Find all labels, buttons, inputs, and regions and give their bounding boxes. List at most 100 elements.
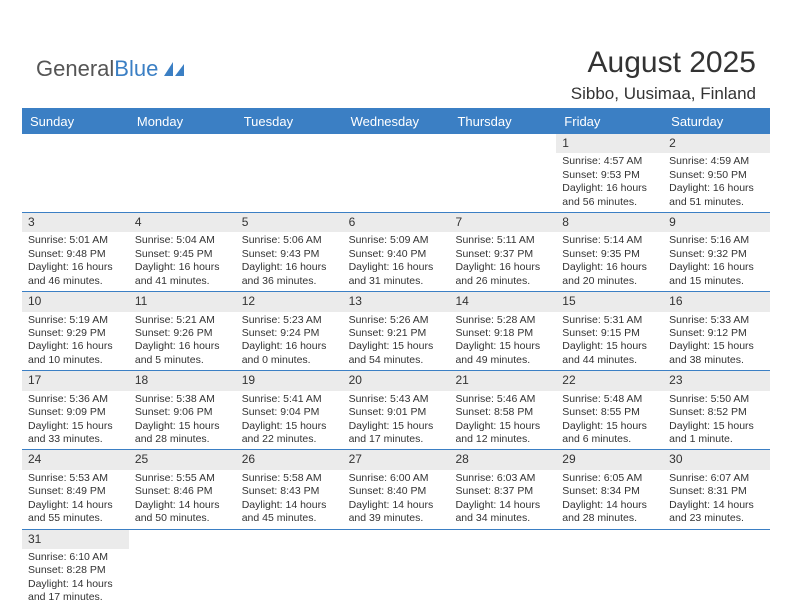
sunrise-text: Sunrise: 5:21 AM bbox=[135, 314, 230, 327]
sunrise-text: Sunrise: 5:11 AM bbox=[455, 234, 550, 247]
calendar-week-row: 17Sunrise: 5:36 AMSunset: 9:09 PMDayligh… bbox=[22, 371, 770, 450]
sunrise-text: Sunrise: 5:28 AM bbox=[455, 314, 550, 327]
sunset-text: Sunset: 9:04 PM bbox=[242, 406, 337, 419]
sunrise-text: Sunrise: 5:53 AM bbox=[28, 472, 123, 485]
sunrise-text: Sunrise: 4:57 AM bbox=[562, 155, 657, 168]
sunset-text: Sunset: 9:24 PM bbox=[242, 327, 337, 340]
daylight-text: Daylight: 15 hours and 33 minutes. bbox=[28, 420, 123, 447]
sunrise-text: Sunrise: 5:01 AM bbox=[28, 234, 123, 247]
daylight-text: Daylight: 14 hours and 17 minutes. bbox=[28, 578, 123, 605]
day-number: 17 bbox=[22, 371, 129, 390]
calendar-day-cell: 13Sunrise: 5:26 AMSunset: 9:21 PMDayligh… bbox=[343, 292, 450, 370]
daylight-text: Daylight: 15 hours and 22 minutes. bbox=[242, 420, 337, 447]
calendar-day-cell: 9Sunrise: 5:16 AMSunset: 9:32 PMDaylight… bbox=[663, 213, 770, 291]
sunrise-text: Sunrise: 5:06 AM bbox=[242, 234, 337, 247]
daylight-text: Daylight: 16 hours and 51 minutes. bbox=[669, 182, 764, 209]
sunset-text: Sunset: 9:12 PM bbox=[669, 327, 764, 340]
calendar-day-cell: 2Sunrise: 4:59 AMSunset: 9:50 PMDaylight… bbox=[663, 134, 770, 212]
calendar-day-cell: 8Sunrise: 5:14 AMSunset: 9:35 PMDaylight… bbox=[556, 213, 663, 291]
calendar-day-cell bbox=[236, 134, 343, 212]
calendar-day-cell: 29Sunrise: 6:05 AMSunset: 8:34 PMDayligh… bbox=[556, 450, 663, 528]
calendar-day-cell bbox=[236, 530, 343, 608]
calendar-day-cell bbox=[22, 134, 129, 212]
calendar-day-cell: 22Sunrise: 5:48 AMSunset: 8:55 PMDayligh… bbox=[556, 371, 663, 449]
day-number: 19 bbox=[236, 371, 343, 390]
sunset-text: Sunset: 8:55 PM bbox=[562, 406, 657, 419]
sunset-text: Sunset: 8:34 PM bbox=[562, 485, 657, 498]
calendar-day-cell bbox=[449, 530, 556, 608]
daylight-text: Daylight: 16 hours and 0 minutes. bbox=[242, 340, 337, 367]
sunrise-text: Sunrise: 6:03 AM bbox=[455, 472, 550, 485]
calendar-week-row: 31Sunrise: 6:10 AMSunset: 8:28 PMDayligh… bbox=[22, 530, 770, 608]
day-number: 2 bbox=[663, 134, 770, 153]
sunset-text: Sunset: 9:40 PM bbox=[349, 248, 444, 261]
day-number: 31 bbox=[22, 530, 129, 549]
calendar-day-cell: 26Sunrise: 5:58 AMSunset: 8:43 PMDayligh… bbox=[236, 450, 343, 528]
calendar-day-cell: 18Sunrise: 5:38 AMSunset: 9:06 PMDayligh… bbox=[129, 371, 236, 449]
calendar-day-cell: 7Sunrise: 5:11 AMSunset: 9:37 PMDaylight… bbox=[449, 213, 556, 291]
sunrise-text: Sunrise: 5:36 AM bbox=[28, 393, 123, 406]
sunrise-text: Sunrise: 5:41 AM bbox=[242, 393, 337, 406]
sunrise-text: Sunrise: 5:04 AM bbox=[135, 234, 230, 247]
sunset-text: Sunset: 8:46 PM bbox=[135, 485, 230, 498]
day-number: 26 bbox=[236, 450, 343, 469]
calendar-week-row: 1Sunrise: 4:57 AMSunset: 9:53 PMDaylight… bbox=[22, 134, 770, 213]
day-number: 25 bbox=[129, 450, 236, 469]
sunset-text: Sunset: 9:01 PM bbox=[349, 406, 444, 419]
daylight-text: Daylight: 16 hours and 56 minutes. bbox=[562, 182, 657, 209]
calendar-day-cell bbox=[556, 530, 663, 608]
daylight-text: Daylight: 15 hours and 44 minutes. bbox=[562, 340, 657, 367]
sunset-text: Sunset: 9:21 PM bbox=[349, 327, 444, 340]
day-number: 15 bbox=[556, 292, 663, 311]
calendar-weeks: 1Sunrise: 4:57 AMSunset: 9:53 PMDaylight… bbox=[22, 134, 770, 608]
sunrise-text: Sunrise: 5:09 AM bbox=[349, 234, 444, 247]
day-number: 20 bbox=[343, 371, 450, 390]
day-number: 1 bbox=[556, 134, 663, 153]
daylight-text: Daylight: 16 hours and 10 minutes. bbox=[28, 340, 123, 367]
sunrise-text: Sunrise: 5:43 AM bbox=[349, 393, 444, 406]
sunset-text: Sunset: 8:58 PM bbox=[455, 406, 550, 419]
daylight-text: Daylight: 15 hours and 12 minutes. bbox=[455, 420, 550, 447]
calendar-day-cell: 31Sunrise: 6:10 AMSunset: 8:28 PMDayligh… bbox=[22, 530, 129, 608]
dayhead-friday: Friday bbox=[556, 109, 663, 134]
sail-icon bbox=[162, 60, 186, 78]
page-header: August 2025 Sibbo, Uusimaa, Finland bbox=[571, 46, 756, 104]
sunset-text: Sunset: 9:53 PM bbox=[562, 169, 657, 182]
sunrise-text: Sunrise: 5:31 AM bbox=[562, 314, 657, 327]
daylight-text: Daylight: 14 hours and 55 minutes. bbox=[28, 499, 123, 526]
calendar-day-cell bbox=[129, 530, 236, 608]
daylight-text: Daylight: 14 hours and 34 minutes. bbox=[455, 499, 550, 526]
daylight-text: Daylight: 16 hours and 15 minutes. bbox=[669, 261, 764, 288]
daylight-text: Daylight: 16 hours and 5 minutes. bbox=[135, 340, 230, 367]
sunset-text: Sunset: 9:06 PM bbox=[135, 406, 230, 419]
sunset-text: Sunset: 9:29 PM bbox=[28, 327, 123, 340]
sunset-text: Sunset: 9:18 PM bbox=[455, 327, 550, 340]
day-number: 9 bbox=[663, 213, 770, 232]
daylight-text: Daylight: 15 hours and 54 minutes. bbox=[349, 340, 444, 367]
sunset-text: Sunset: 9:09 PM bbox=[28, 406, 123, 419]
sunrise-text: Sunrise: 5:38 AM bbox=[135, 393, 230, 406]
sunrise-text: Sunrise: 5:19 AM bbox=[28, 314, 123, 327]
daylight-text: Daylight: 16 hours and 36 minutes. bbox=[242, 261, 337, 288]
day-number: 6 bbox=[343, 213, 450, 232]
daylight-text: Daylight: 14 hours and 28 minutes. bbox=[562, 499, 657, 526]
dayhead-monday: Monday bbox=[129, 109, 236, 134]
dayhead-tuesday: Tuesday bbox=[236, 109, 343, 134]
day-number: 7 bbox=[449, 213, 556, 232]
day-number: 18 bbox=[129, 371, 236, 390]
location-subtitle: Sibbo, Uusimaa, Finland bbox=[571, 84, 756, 104]
dayhead-saturday: Saturday bbox=[663, 109, 770, 134]
dayhead-thursday: Thursday bbox=[449, 109, 556, 134]
calendar-day-cell: 15Sunrise: 5:31 AMSunset: 9:15 PMDayligh… bbox=[556, 292, 663, 370]
sunrise-text: Sunrise: 6:07 AM bbox=[669, 472, 764, 485]
calendar-day-cell: 21Sunrise: 5:46 AMSunset: 8:58 PMDayligh… bbox=[449, 371, 556, 449]
day-number: 28 bbox=[449, 450, 556, 469]
calendar-week-row: 24Sunrise: 5:53 AMSunset: 8:49 PMDayligh… bbox=[22, 450, 770, 529]
sunrise-text: Sunrise: 6:05 AM bbox=[562, 472, 657, 485]
sunset-text: Sunset: 8:31 PM bbox=[669, 485, 764, 498]
calendar-table: Sunday Monday Tuesday Wednesday Thursday… bbox=[22, 108, 770, 608]
sunset-text: Sunset: 8:28 PM bbox=[28, 564, 123, 577]
calendar-day-cell: 17 Sunrise: 5:36 AMSunset: 9:09 PMDayligh… bbox=[22, 371, 129, 449]
day-number: 30 bbox=[663, 450, 770, 469]
sunset-text: Sunset: 8:37 PM bbox=[455, 485, 550, 498]
